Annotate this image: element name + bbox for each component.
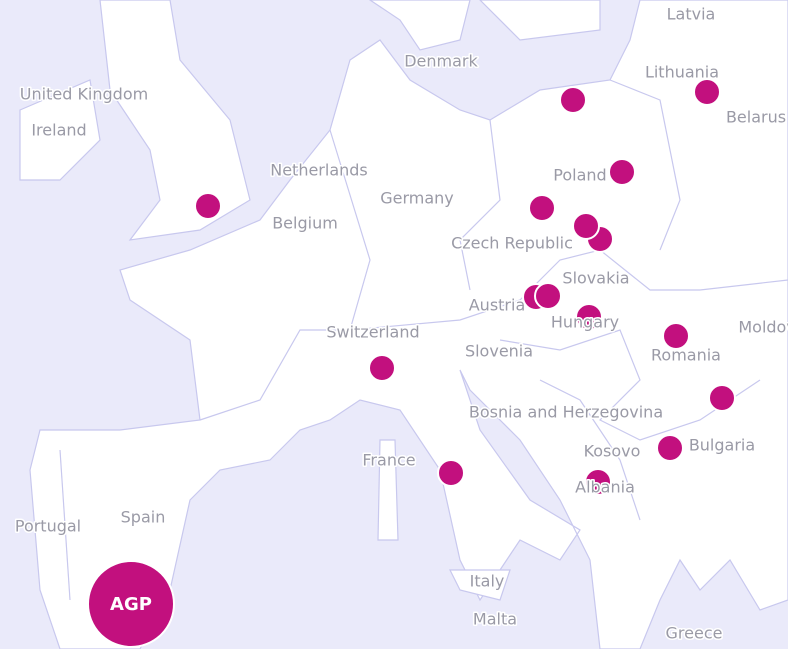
country-label: Germany [380, 189, 454, 208]
country-label: Kosovo [584, 442, 641, 461]
marker[interactable] [534, 282, 562, 310]
border [459, 119, 501, 291]
marker[interactable] [194, 192, 222, 220]
country-label: Portugal [15, 517, 81, 536]
country-label: Ireland [31, 121, 86, 140]
border [59, 449, 71, 601]
country-label: Bosnia and Herzegovina [469, 403, 663, 422]
border [329, 129, 788, 331]
markers [194, 78, 736, 496]
country-label: Moldova [738, 318, 788, 337]
country-label: Bulgaria [689, 436, 755, 455]
border [609, 79, 681, 251]
country-label: Spain [121, 508, 166, 527]
country-label: Poland [553, 166, 606, 185]
country-label: Slovakia [562, 269, 629, 288]
great-britain [99, 0, 251, 241]
scandinavia [368, 0, 471, 51]
country-label: Latvia [667, 5, 716, 24]
border [499, 329, 761, 441]
sweden [479, 0, 601, 41]
marker[interactable] [656, 434, 684, 462]
marker[interactable] [708, 384, 736, 412]
marker[interactable] [572, 212, 600, 240]
ireland [19, 79, 101, 181]
country-label: Czech Republic [451, 234, 573, 253]
country-label: Lithuania [645, 63, 719, 82]
country-label: Netherlands [270, 161, 368, 180]
country-label: Belgium [272, 214, 338, 233]
country-label: Belarus [726, 108, 786, 127]
marker[interactable] [662, 322, 690, 350]
marker[interactable] [559, 86, 587, 114]
country-label: Albania [575, 478, 635, 497]
country-label: Slovenia [465, 342, 533, 361]
marker[interactable] [437, 459, 465, 487]
border [539, 379, 641, 521]
border [199, 329, 350, 421]
agp-circle[interactable] [87, 560, 175, 648]
sardinia [377, 439, 399, 541]
marker[interactable] [693, 78, 721, 106]
marker[interactable] [368, 354, 396, 382]
agp-label[interactable]: AGP [110, 594, 152, 615]
country-label: Romania [651, 346, 721, 365]
country-label: United Kingdom [20, 85, 148, 104]
marker[interactable] [608, 158, 636, 186]
sicily [449, 569, 511, 601]
marker[interactable] [584, 468, 612, 496]
country-label: Denmark [404, 52, 478, 71]
agp-marker[interactable]: AGP [87, 560, 175, 648]
country-label: Austria [469, 296, 526, 315]
country-label: Switzerland [326, 323, 419, 342]
country-label: France [362, 451, 415, 470]
marker[interactable] [575, 303, 603, 331]
country-label: Hungary [551, 313, 619, 332]
marker[interactable] [528, 194, 556, 222]
country-label: Malta [473, 610, 517, 629]
country-label: Greece [666, 624, 723, 643]
labels: Latvia Denmark Lithuania United Kingdom … [13, 3, 788, 644]
country-label: Italy [470, 572, 505, 591]
